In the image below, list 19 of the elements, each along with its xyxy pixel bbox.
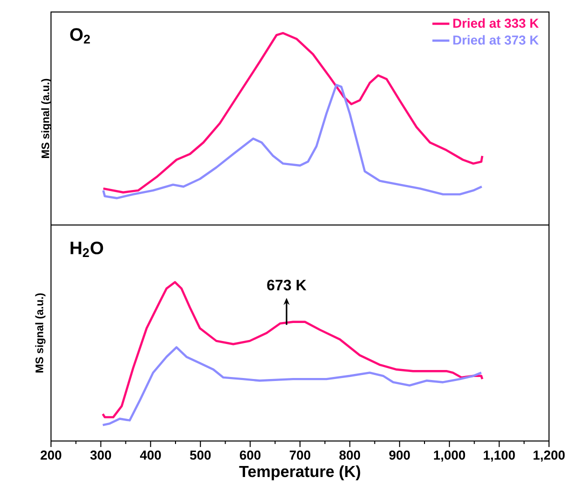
x-tick-label: 200 bbox=[40, 450, 62, 460]
annotation: 673 K bbox=[267, 280, 306, 290]
x-tick-label: 700 bbox=[290, 450, 310, 460]
x-tick-label: 500 bbox=[190, 450, 211, 460]
x-tick-label: 1,100 bbox=[484, 450, 515, 462]
x-axis-title: Temperature (K) bbox=[239, 465, 360, 480]
x-tick-label: 600 bbox=[240, 450, 260, 460]
x-tick-label: 1,200 bbox=[534, 450, 565, 462]
x-tick-label: 400 bbox=[140, 450, 161, 460]
x-tick-label: 1,000 bbox=[434, 450, 466, 462]
x-tick-label: 800 bbox=[339, 450, 360, 460]
x-tick-label: 300 bbox=[90, 450, 112, 460]
chart-title: H$_{2}$O bbox=[70, 242, 104, 257]
legend-label: Dried at 373 K bbox=[453, 35, 539, 45]
y-axis-title: MS signal (a.u.) bbox=[41, 78, 52, 158]
chart-title: O$_{2}$ bbox=[70, 28, 90, 44]
y-axis-title: MS signal (a.u.) bbox=[35, 293, 46, 372]
legend-label: Dried at 333 K bbox=[453, 18, 539, 28]
x-tick-label: 900 bbox=[389, 450, 410, 460]
